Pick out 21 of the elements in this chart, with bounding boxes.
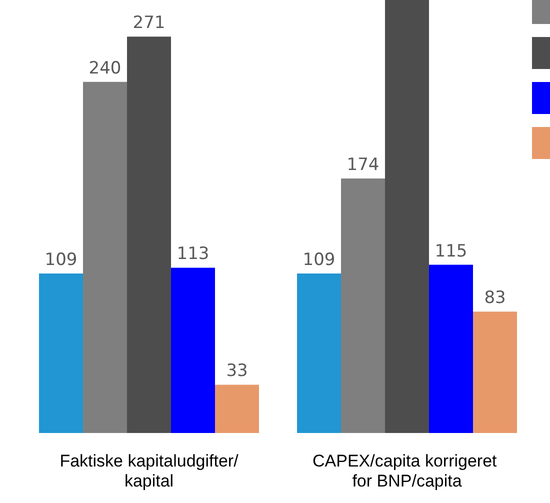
data-label: 240 [88, 58, 122, 78]
data-label: 115 [434, 241, 468, 262]
bar [39, 274, 83, 433]
data-label: 109 [44, 250, 78, 270]
bar [297, 274, 341, 433]
bar [385, 0, 429, 433]
bar [127, 36, 171, 433]
bar [473, 312, 517, 433]
data-label: 113 [176, 244, 210, 264]
bar [341, 178, 385, 433]
bar [215, 384, 259, 433]
data-label: 33 [226, 361, 248, 382]
bar [171, 268, 215, 433]
data-label: 271 [132, 13, 166, 34]
data-label: 174 [346, 154, 380, 175]
x-tick-label: CAPEX/capita korrigeret for BNP/capita [312, 452, 502, 490]
bar [429, 264, 473, 433]
data-label: 109 [302, 250, 336, 270]
bar [83, 82, 127, 433]
data-label: 83 [484, 288, 506, 308]
x-tick-label: Faktiske kapitaludgifter/kapital [60, 452, 239, 490]
